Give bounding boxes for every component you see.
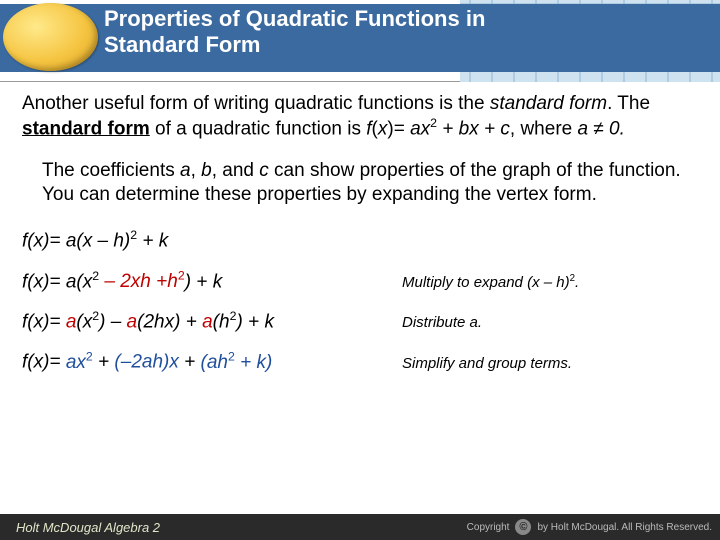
formula-sup: 2 — [430, 116, 437, 130]
slide-title: Properties of Quadratic Functions in Sta… — [104, 6, 485, 59]
copyright-word: Copyright — [467, 522, 510, 533]
equation-3-note: Distribute a. — [402, 314, 482, 331]
equation-4: f(x)= ax2 + (–2ah)x + (ah2 + k) — [22, 349, 402, 373]
slide-body: Another useful form of writing quadratic… — [0, 82, 720, 374]
standard-form-italic: standard form — [490, 93, 607, 114]
equation-3: f(x)= a(x2) – a(2hx) + a(h2) + k — [22, 309, 402, 333]
equation-1: f(x)= a(x – h)2 + k — [22, 228, 402, 252]
coefficients-paragraph: The coefficients a, b, and c can show pr… — [22, 159, 698, 207]
copyright-icon: © — [515, 519, 531, 535]
formula-rest: + bx + c — [437, 118, 510, 139]
equation-2-note: Multiply to expand (x – h)2. — [402, 273, 579, 291]
equation-row-3: f(x)= a(x2) – a(2hx) + a(h2) + k Distrib… — [22, 309, 698, 333]
copyright-text: by Holt McDougal. All Rights Reserved. — [537, 522, 712, 533]
slide-header: Properties of Quadratic Functions in Sta… — [0, 0, 720, 82]
title-line-2: Standard Form — [104, 32, 485, 58]
header-oval-icon — [3, 3, 98, 71]
intro-text-3: of a quadratic function is — [150, 118, 367, 139]
title-line-1: Properties of Quadratic Functions in — [104, 6, 485, 32]
standard-form-bold: standard form — [22, 118, 150, 139]
equation-row-1: f(x)= a(x – h)2 + k — [22, 228, 698, 252]
equation-2: f(x)= a(x2 – 2xh +h2) + k — [22, 269, 402, 293]
where-text: , where — [510, 118, 578, 139]
footer-textbook-name: Holt McDougal Algebra 2 — [16, 520, 160, 535]
slide-footer: Holt McDougal Algebra 2 Copyright © by H… — [0, 514, 720, 540]
intro-text-2: . The — [607, 93, 650, 114]
intro-paragraph: Another useful form of writing quadratic… — [22, 92, 698, 141]
equation-row-4: f(x)= ax2 + (–2ah)x + (ah2 + k) Simplify… — [22, 349, 698, 373]
footer-copyright: Copyright © by Holt McDougal. All Rights… — [467, 519, 712, 535]
equation-4-note: Simplify and group terms. — [402, 355, 572, 372]
condition-text: a ≠ 0. — [578, 118, 625, 139]
equation-row-2: f(x)= a(x2 – 2xh +h2) + k Multiply to ex… — [22, 269, 698, 293]
intro-text-1: Another useful form of writing quadratic… — [22, 93, 490, 114]
formula-ax: ax — [410, 118, 430, 139]
